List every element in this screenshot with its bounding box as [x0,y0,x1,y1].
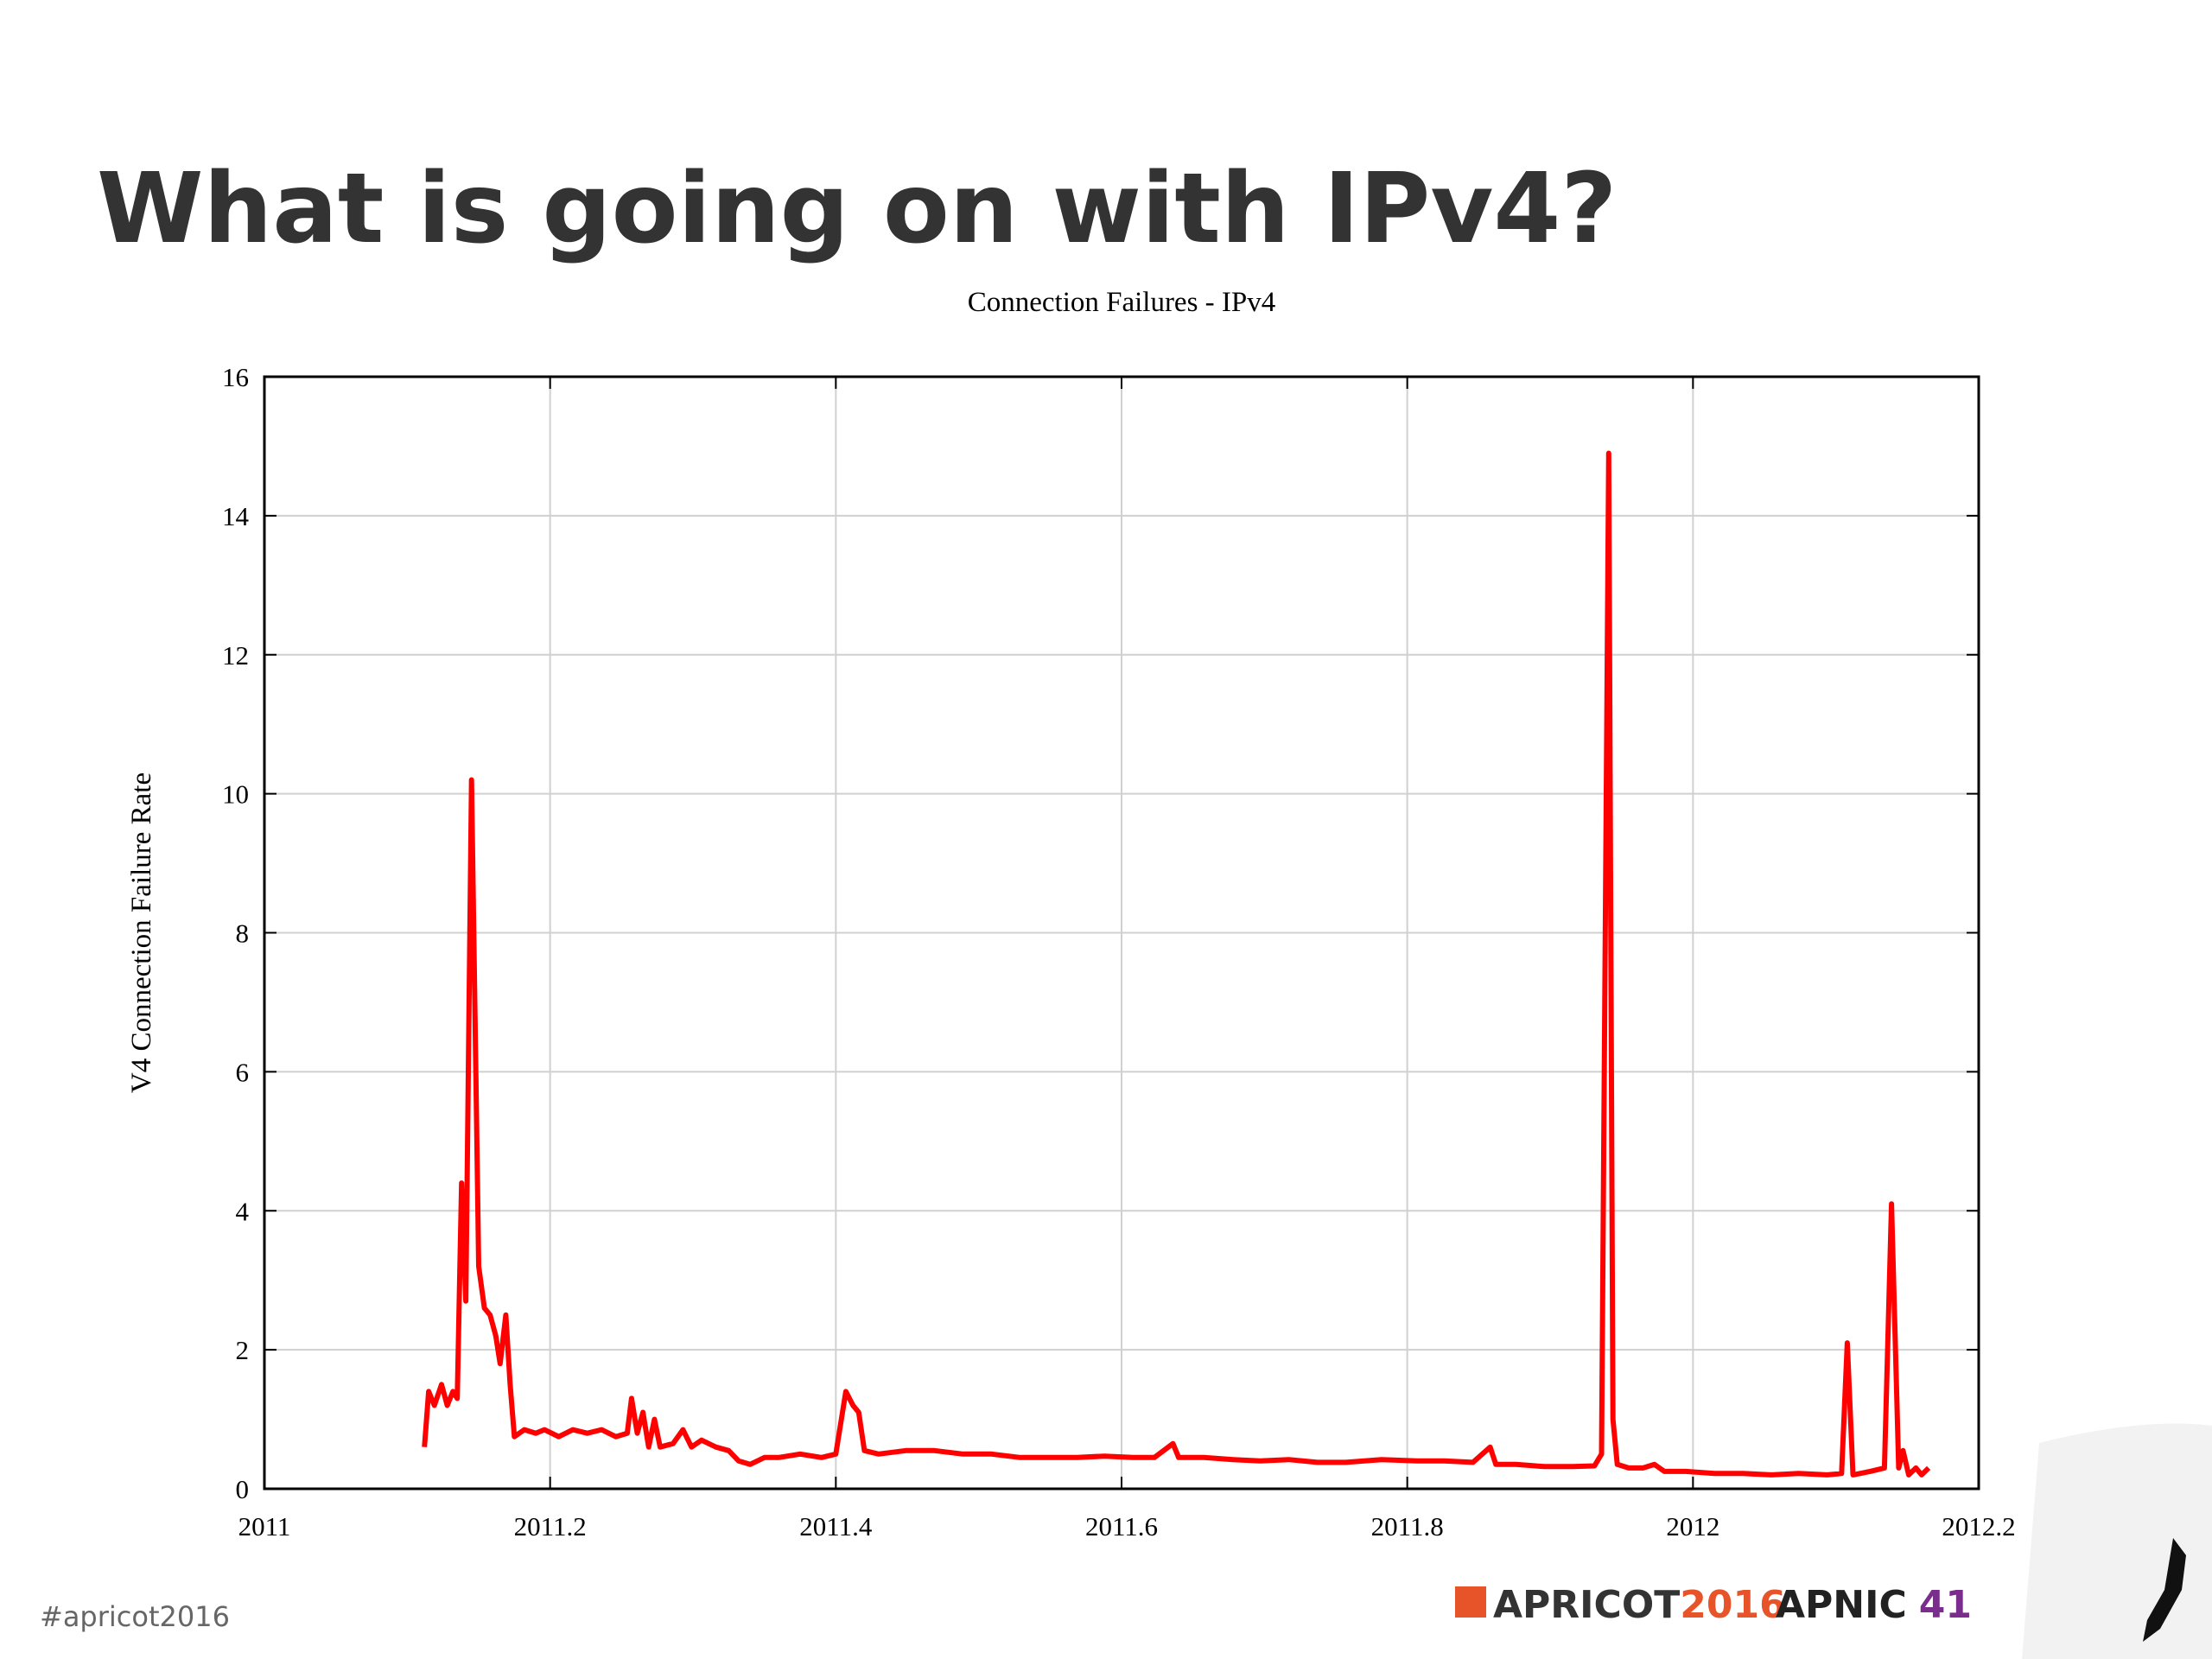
nz-silhouette [2143,1538,2186,1642]
apnic-word: APNIC [1776,1583,1907,1627]
apricot-word: APRICOT [1493,1583,1680,1627]
apricot-year: 2016 [1680,1583,1785,1627]
y-tick-label: 14 [222,501,250,531]
y-tick-label: 8 [236,918,250,949]
apnic-logo: APNIC 41 [1776,1583,1972,1627]
x-tick-label: 2012 [1666,1511,1719,1541]
y-axis-label: V4 Connection Failure Rate [126,772,157,1093]
x-tick-label: 2011 [238,1511,291,1541]
y-tick-label: 2 [236,1335,250,1365]
y-tick-label: 12 [222,640,249,671]
y-tick-label: 4 [236,1196,250,1226]
apricot-logo: APRICOT2016 [1493,1583,1786,1627]
x-tick-label: 2011.6 [1085,1511,1158,1541]
corner-decoration [2022,1423,2212,1659]
apricot-icon [1455,1586,1486,1618]
plot-frame [263,375,1980,1491]
hashtag: #apricot2016 [40,1600,230,1633]
x-tick-label: 2011.2 [514,1511,587,1541]
chart: Connection Failures - IPv4 V4 Connection … [126,287,2016,1541]
x-tick-label: 2011.8 [1371,1511,1444,1541]
chart-title: Connection Failures - IPv4 [968,287,1276,318]
slide-title: What is going on with IPv4? [97,153,1617,265]
x-tick-label: 2011.4 [799,1511,873,1541]
x-tick-label: 2012.2 [1942,1511,2015,1541]
apnic-number: 41 [1919,1583,1972,1627]
data-line [422,450,1931,1478]
y-tick-label: 6 [236,1057,250,1087]
y-tick-label: 10 [222,779,249,810]
y-tick-label: 0 [236,1474,250,1504]
y-tick-label: 16 [222,362,249,392]
